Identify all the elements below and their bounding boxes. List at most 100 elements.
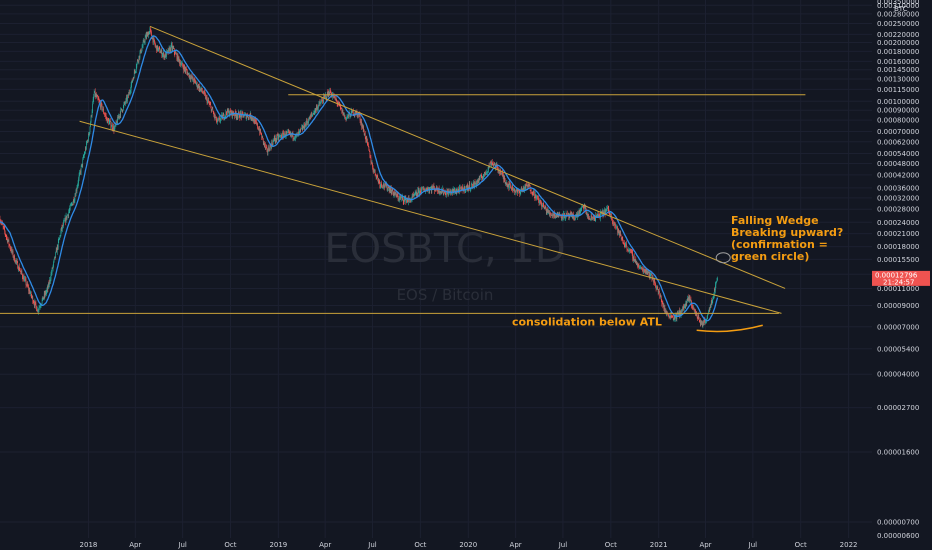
candle-body (365, 138, 367, 141)
candle-body (387, 188, 388, 190)
candle-body (40, 305, 41, 307)
candle-body (164, 55, 166, 58)
candle-body (196, 82, 198, 88)
time-axis[interactable]: 2018 Apr Jul Oct 2019 Apr Jul Oct 2020 Apr Jul Oct 2… (0, 538, 932, 550)
candle-body (237, 115, 239, 118)
candle-body (701, 320, 702, 322)
candle-body (341, 108, 342, 109)
candle-body (528, 184, 529, 187)
candle-body (39, 306, 40, 308)
candle-body (393, 192, 395, 195)
candle-body (25, 279, 27, 285)
candle-body (696, 313, 698, 318)
candle-body (613, 221, 615, 223)
candle-body (686, 302, 688, 305)
candle-body (381, 184, 383, 187)
candle-body (255, 119, 256, 121)
candle-body (382, 186, 384, 188)
candle-body (624, 244, 626, 247)
candle-body (627, 250, 629, 251)
candle-body (706, 318, 708, 320)
candle-body (437, 189, 438, 191)
candle-body (444, 191, 445, 193)
candle-body (605, 210, 606, 214)
candle-body (641, 268, 643, 269)
candle-body (201, 88, 202, 90)
candle-body (531, 193, 533, 195)
y-tick-label: 0.00015500 (877, 256, 919, 264)
candle-body (546, 210, 548, 213)
candle-body (683, 307, 684, 310)
candle-body (203, 93, 204, 94)
candle-body (136, 63, 138, 68)
candle-body (172, 47, 174, 49)
candle-body (45, 292, 47, 294)
candle-body (175, 52, 177, 54)
candle-body (185, 69, 187, 71)
candle-body (384, 186, 385, 188)
candle-body (219, 120, 221, 122)
candle-body (650, 273, 651, 277)
candle-body (608, 208, 610, 214)
candle-body (177, 54, 179, 62)
candle-body (131, 80, 132, 85)
candle-body (433, 186, 435, 188)
candle-body (86, 142, 88, 144)
candle-body (68, 210, 70, 213)
candle-body (443, 192, 445, 194)
candle-body (91, 115, 92, 117)
candle-body (363, 127, 364, 132)
candle-body (664, 307, 666, 312)
candle-body (415, 192, 417, 195)
candle-body (546, 209, 547, 213)
candle-body (466, 186, 467, 188)
candle-body (41, 299, 43, 304)
candle-body (648, 271, 650, 276)
candle-body (506, 183, 508, 187)
candle-body (483, 176, 484, 178)
candle-body (673, 318, 675, 320)
candle-body (277, 135, 279, 136)
candle-body (509, 182, 510, 188)
candle-body (398, 198, 399, 200)
candle-body (67, 214, 69, 216)
candle-body (464, 190, 466, 192)
candle-body (325, 95, 327, 99)
candle-body (62, 225, 64, 226)
candle-body (66, 216, 67, 219)
y-tick-label: 0.00145000 (877, 66, 919, 74)
candle-body (72, 202, 74, 206)
candle-body (700, 321, 702, 325)
candle-body (188, 73, 189, 74)
candle-body (515, 191, 516, 192)
candle-body (565, 217, 566, 219)
candle-body (221, 115, 222, 116)
candle-body (547, 210, 548, 213)
candle-body (528, 184, 530, 187)
candle-body (9, 244, 11, 248)
candle-body (93, 96, 94, 100)
candle-body (223, 114, 225, 119)
candle-body (552, 215, 553, 216)
candle-body (118, 116, 120, 117)
candle-body (154, 43, 156, 46)
candle-body (361, 124, 363, 127)
candle-body (28, 290, 30, 291)
candle-body (116, 121, 117, 123)
candle-body (134, 71, 136, 73)
candle-body (245, 113, 247, 119)
candle-body (192, 77, 194, 81)
y-tick-label: 0.00070000 (877, 128, 919, 136)
candle-body (240, 113, 242, 115)
candle-body (697, 315, 699, 318)
candle-body (643, 268, 645, 271)
candle-body (218, 118, 220, 119)
candle-body (59, 238, 60, 240)
y-tick-label: 0.00220000 (877, 31, 919, 39)
candle-body (435, 189, 436, 191)
candle-body (317, 107, 318, 111)
candle-body (538, 198, 539, 200)
x-tick-label: Oct (224, 541, 236, 549)
